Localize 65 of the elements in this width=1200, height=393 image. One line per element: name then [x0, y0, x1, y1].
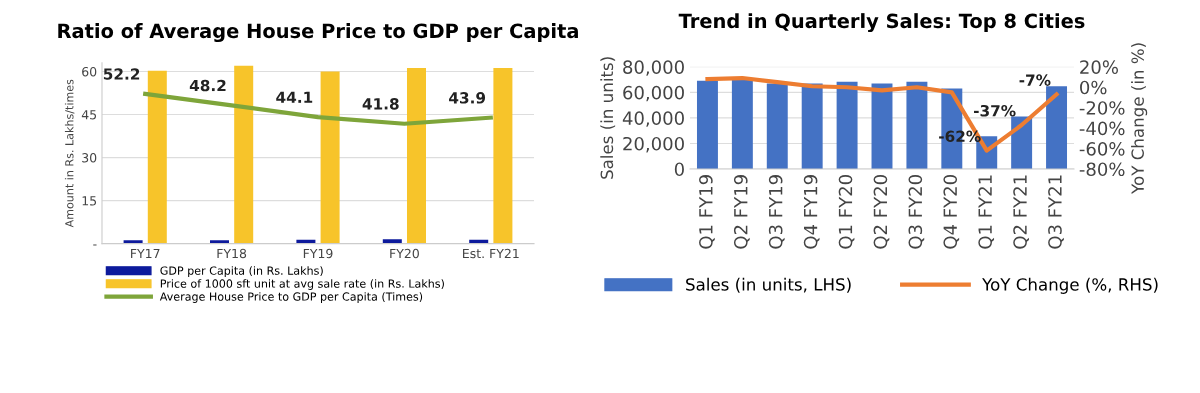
legend-label: Average House Price to GDP per Capita (Times) [159, 292, 423, 303]
bar [1046, 86, 1068, 169]
bar [320, 71, 340, 244]
y-tick-label: 45 [81, 110, 97, 120]
bar [493, 68, 513, 244]
data-label: 52.2 [103, 68, 140, 80]
x-tick-label: FY18 [217, 248, 247, 259]
y2-tick-label: 20% [1080, 60, 1118, 74]
x-tick-label: Q4 FY19 [803, 175, 820, 249]
y2-tick-label: -80% [1079, 162, 1125, 177]
x-tick-label: Q4 FY20 [943, 175, 960, 249]
x-tick-label: FY19 [303, 248, 333, 259]
x-tick-label: Q2 FY20 [873, 175, 890, 249]
y-tick-label: 15 [82, 196, 97, 206]
y2-tick-label: 0% [1080, 80, 1107, 95]
bar [406, 68, 426, 244]
x-tick-label: Q3 FY20 [908, 175, 925, 249]
data-label: 41.8 [362, 98, 399, 110]
x-tick-label: Q2 FY19 [733, 175, 750, 249]
line-series [143, 91, 493, 126]
data-label: 48.2 [189, 79, 226, 92]
data-label: 44.1 [276, 91, 313, 103]
data-label: 43.9 [449, 92, 486, 104]
y2-tick-label: -60% [1079, 142, 1125, 156]
y-tick-label: 20,000 [623, 136, 684, 153]
x-tick-label: Q1 FY20 [838, 175, 855, 249]
y-tick-label: 30 [82, 153, 97, 163]
bar [766, 83, 788, 169]
bar [234, 65, 254, 244]
data-label: -7% [1019, 74, 1051, 86]
bar [731, 79, 753, 169]
bar [871, 83, 893, 169]
data-label: -37% [974, 104, 1016, 117]
x-tick-label: Est. FY21 [463, 248, 519, 259]
bar [382, 239, 402, 244]
y2-tick-label: -20% [1079, 101, 1125, 115]
y-tick-label: 60,000 [623, 85, 684, 102]
y-tick-label: 80,000 [623, 60, 684, 76]
chart-title: Ratio of Average House Price to GDP per Capita [58, 23, 578, 43]
x-tick-label: Q1 FY19 [699, 175, 715, 249]
x-tick-label: Q3 FY21 [1048, 175, 1064, 249]
bar [696, 80, 718, 169]
x-tick-label: Q1 FY21 [978, 175, 995, 249]
x-tick-label: FY17 [131, 248, 160, 259]
bar [906, 81, 928, 169]
legend-label: Price of 1000 sft unit at avg sale rate (in Rs. Lakhs) [160, 279, 444, 290]
legend-label: Sales (in units, LHS) [686, 277, 851, 293]
y-axis-title: Amount in Rs. Lakhs/times [64, 79, 75, 228]
y-tick-label: - [93, 244, 97, 246]
y-tick-label: 40,000 [622, 111, 684, 127]
y2-tick-label: -40% [1079, 121, 1125, 136]
legend-label: YoY Change (%, RHS) [982, 277, 1158, 294]
y-tick-label: 0 [674, 162, 684, 177]
bar [836, 81, 858, 169]
y2-axis-title: YoY Change (in %) [1131, 43, 1148, 194]
chart-title: Trend in Quarterly Sales: Top 8 Cities [678, 13, 1085, 33]
bar [801, 83, 823, 169]
y-tick-label: 60 [82, 66, 97, 77]
x-tick-label: Q2 FY21 [1013, 175, 1029, 249]
line-series [705, 75, 1059, 153]
legend-label: GDP per Capita (in Rs. Lakhs) [160, 266, 323, 277]
x-tick-label: FY20 [390, 248, 419, 259]
y-axis-title: Sales (in units) [600, 57, 616, 179]
x-tick-label: Q3 FY19 [768, 175, 785, 249]
bar [147, 70, 167, 244]
